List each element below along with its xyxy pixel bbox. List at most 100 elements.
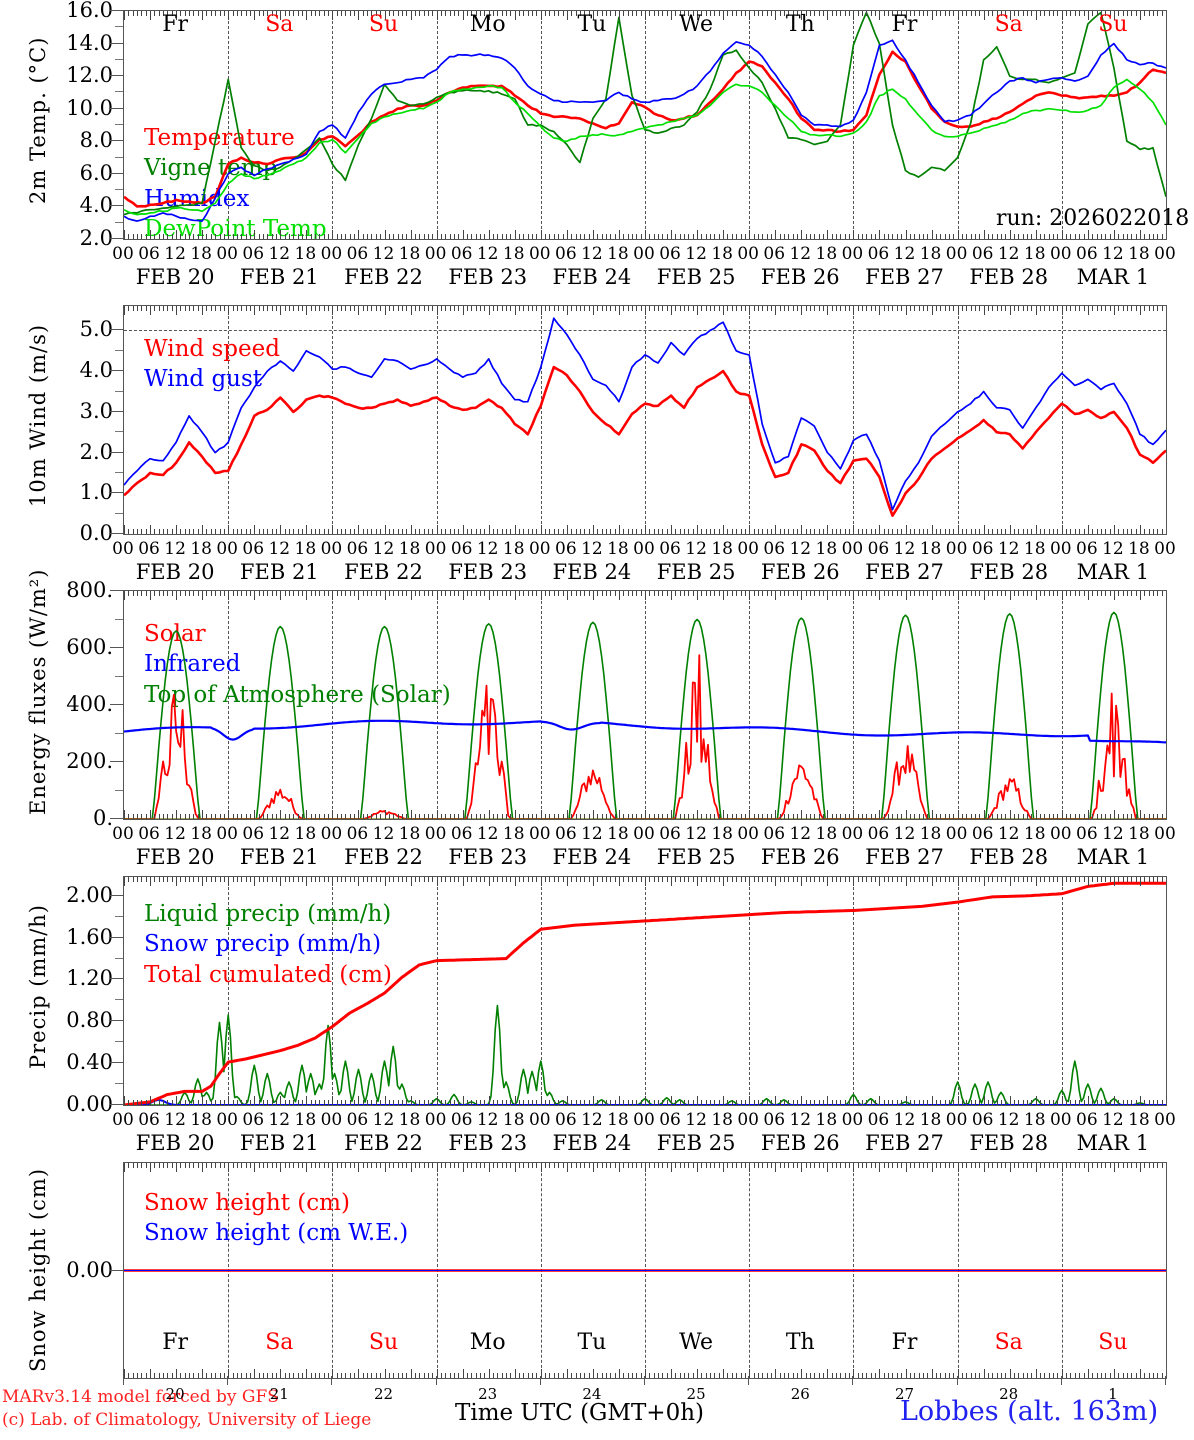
- snow-day-number-axis: 20 21 22 23 24 25 26 27 28 1: [0, 1376, 1194, 1405]
- temperature-day-divider: [645, 11, 646, 239]
- precip-day-divider: [332, 877, 334, 1105]
- wind-day-label: FEB 20: [135, 560, 215, 584]
- precip-ytick-label: 0.40: [66, 1050, 113, 1075]
- wind-hour-label: 12: [893, 539, 916, 559]
- temperature-ylabel: 2m Temp. (°C): [26, 36, 50, 204]
- precip-curves: [124, 881, 1166, 1105]
- precip-hour-label: 00: [633, 1110, 655, 1130]
- wind-day-divider: [436, 306, 438, 534]
- energy-day-divider: [853, 591, 855, 819]
- temperature-hour-axis: 00 06 12 18 00 06 12 18 00 06 12 18 00 06 12 18 00 06 12 18…: [0, 244, 1194, 266]
- temperature-day-label: FEB 27: [865, 265, 944, 289]
- temperature-hour-label: 00: [320, 244, 343, 264]
- temperature-hour-label: 18: [919, 244, 942, 264]
- precip-hour-label: 00: [1154, 1110, 1176, 1130]
- energy-hour-label: 12: [581, 824, 603, 844]
- precip-hour-label: 00: [841, 1110, 864, 1130]
- energy-ytick-mark: [110, 761, 123, 762]
- precip-hour-label: 00: [737, 1110, 760, 1130]
- wind-hour-label: 06: [450, 539, 473, 559]
- energy-hour-label: 06: [450, 824, 473, 844]
- precip-plot: Liquid precip (mm/h) Snow precip (mm/h) To…: [123, 876, 1167, 1106]
- precip-hour-label: 18: [294, 1110, 317, 1130]
- precip-hour-label: 00: [424, 1110, 447, 1130]
- wind-day-label: FEB 27: [865, 560, 944, 584]
- temperature-ytick-minor: [115, 189, 123, 191]
- energy-hour-label: 18: [815, 824, 838, 844]
- energy-hour-label: 00: [112, 824, 134, 844]
- precip-hour-label: 12: [268, 1110, 291, 1130]
- precip-hour-label: 12: [1102, 1110, 1124, 1130]
- temperature-day-divider: [436, 11, 438, 239]
- temperature-hour-label: 06: [659, 244, 681, 264]
- energy-ytick-minor: [115, 675, 123, 677]
- temperature-ytick-label: 8.0: [79, 128, 113, 153]
- weekday-label-top: Sa: [994, 12, 1023, 37]
- energy-hour-label: 12: [997, 824, 1020, 844]
- energy-hour-label: 00: [633, 824, 655, 844]
- wind-hour-label: 06: [242, 539, 265, 559]
- precip-ytick-mark: [110, 894, 123, 896]
- energy-hour-label: 06: [1076, 824, 1098, 844]
- wind-hour-label: 06: [555, 539, 577, 559]
- precip-day-divider: [540, 877, 542, 1105]
- precip-day-label: FEB 23: [448, 1131, 528, 1155]
- temperature-day-divider: [957, 11, 959, 239]
- precip-hour-label: 00: [1049, 1110, 1072, 1130]
- run-label: run: 2026022018: [996, 206, 1190, 231]
- wind-hour-label: 18: [607, 539, 629, 559]
- weekday-label-bottom: Su: [1098, 1330, 1128, 1355]
- energy-hour-label: 18: [1023, 824, 1046, 844]
- precip-day-label: FEB 27: [865, 1131, 944, 1155]
- temperature-hour-label: 00: [945, 244, 968, 264]
- wind-hour-label: 00: [424, 539, 447, 559]
- wind-hour-label: 18: [919, 539, 942, 559]
- energy-hour-label: 18: [502, 824, 525, 844]
- temperature-day-axis: FEB 20 FEB 21 FEB 22 FEB 23 FEB 24 FEB 25 FEB …: [0, 265, 1194, 289]
- wind-plot: Wind speed Wind gust: [123, 305, 1167, 535]
- temperature-hour-label: 06: [242, 244, 265, 264]
- temperature-legend: Temperature Vigne temp Humidex DewPoint Tem…: [144, 123, 327, 239]
- wind-hour-label: 12: [789, 539, 812, 559]
- day-number-label: 25: [686, 1385, 706, 1403]
- energy-hour-label: 06: [242, 824, 265, 844]
- precip-hour-label: 18: [711, 1110, 733, 1130]
- temperature-hour-label: 12: [685, 244, 707, 264]
- energy-hour-label: 12: [372, 824, 395, 844]
- wind-hour-axis: 00 06 12 18 00 06 12 18 00 06 12 18 00 06 12 18 00 06 12 18…: [0, 539, 1194, 561]
- day-number-label: 26: [790, 1385, 810, 1403]
- wind-ytick-minor: [115, 390, 123, 392]
- day-number-label: 24: [582, 1385, 602, 1403]
- temperature-ytick-minor: [115, 221, 123, 223]
- energy-day-label: FEB 25: [656, 845, 736, 869]
- precip-day-divider: [645, 877, 646, 1105]
- temperature-ytick-minor: [115, 124, 123, 125]
- energy-plot: Solar Infrared Top of Atmosphere (Solar): [123, 590, 1167, 820]
- weekday-label-bottom: Sa: [265, 1330, 294, 1355]
- wind-hour-label: 18: [398, 539, 421, 559]
- wind-ytick-mark: [110, 451, 123, 453]
- temperature-day-label: FEB 24: [552, 265, 632, 289]
- temperature-hour-label: 06: [555, 244, 577, 264]
- wind-day-label: FEB 24: [552, 560, 632, 584]
- temperature-ytick-mark: [110, 172, 123, 174]
- temperature-hour-label: 06: [971, 244, 994, 264]
- energy-ytick-mark: [110, 647, 123, 648]
- energy-day-label: FEB 26: [760, 845, 840, 869]
- precip-ytick-minor: [115, 999, 123, 1001]
- wind-ytick-minor: [115, 512, 123, 514]
- temperature-ytick-mark: [110, 10, 123, 11]
- temperature-hour-label: 18: [294, 244, 317, 264]
- footer-model-credit: MARv3.14 model forced by GFS (c) Lab. of…: [2, 1386, 371, 1432]
- precip-hour-label: 18: [502, 1110, 525, 1130]
- precip-day-label: FEB 25: [656, 1131, 736, 1155]
- energy-hour-axis: 00 06 12 18 00 06 12 18 00 06 12 18 00 06 12 18 00 06 12 18…: [0, 824, 1194, 846]
- station-label: Lobbes (alt. 163m): [900, 1396, 1159, 1427]
- energy-hour-label: 00: [737, 824, 760, 844]
- precip-day-label: FEB 28: [969, 1131, 1049, 1155]
- wind-legend-item-1: Wind gust: [144, 366, 263, 393]
- precip-day-label: FEB 21: [239, 1131, 319, 1155]
- energy-day-label: MAR 1: [1076, 845, 1150, 869]
- wind-day-divider: [540, 306, 542, 534]
- temperature-day-divider: [228, 11, 230, 239]
